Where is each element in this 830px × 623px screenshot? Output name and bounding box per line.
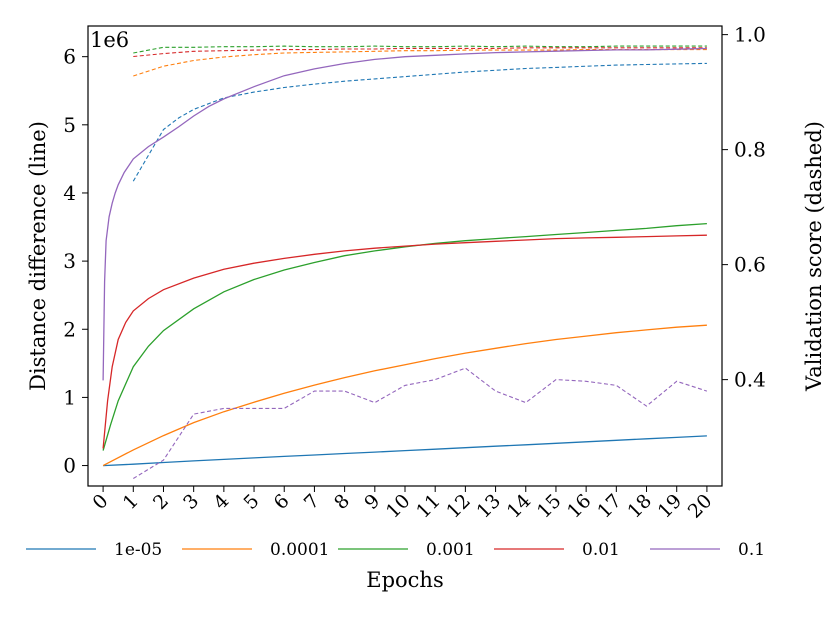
y-axis-left: 0 1 2 3 4 5 6 [63,45,88,478]
series-line-distance-1 [102,324,707,467]
y-axis-left-title: Distance difference (line) [26,121,50,391]
x-tick-label: 16 [563,490,596,523]
legend-label: 1e-05 [114,540,162,560]
y-left-tick-label: 3 [63,249,76,273]
legend-label: 0.01 [582,540,620,560]
x-tick-label: 14 [503,490,536,523]
x-tick-label: 13 [472,490,505,523]
x-tick-label: 7 [300,490,324,514]
y-right-tick-label: 0.4 [734,368,766,392]
y-left-tick-label: 0 [63,454,76,478]
x-tick-label: 6 [270,490,294,514]
x-tick-label: 18 [623,490,656,523]
plot-frame [87,25,723,487]
x-tick-label: 12 [442,490,475,523]
x-tick-label: 20 [684,490,717,523]
y-right-tick-label: 0.6 [734,253,766,277]
legend: 1e-05 0.0001 0.001 0.01 0.1 [26,540,765,560]
y-axis-right-title: Validation score (dashed) [802,121,826,392]
x-tick-label: 19 [654,490,687,523]
series-line-distance-3 [102,234,707,449]
x-axis-title: Epochs [366,568,443,592]
legend-label: 0.0001 [270,540,329,560]
series-line-distance-0 [103,435,707,467]
x-tick-label: 3 [179,490,203,514]
y-right-tick-label: 0.8 [734,138,766,162]
plot-area [102,45,708,479]
y-right-tick-label: 1.0 [734,23,766,47]
y-offset-text: 1e6 [90,28,129,52]
x-tick-label: 9 [360,490,384,514]
x-tick-label: 5 [239,490,263,514]
x-tick-label: 10 [382,490,415,523]
y-left-tick-label: 2 [63,317,76,341]
series-line-validation-2 [133,45,707,54]
y-left-tick-label: 6 [63,45,76,69]
series-line-validation-1 [133,49,707,77]
series-line-validation-3 [133,47,707,58]
x-tick-label: 2 [149,490,173,514]
x-tick-label: 8 [330,490,354,514]
x-tick-label: 15 [533,490,566,523]
legend-label: 0.1 [738,540,765,560]
series-line-distance-2 [102,222,707,451]
x-tick-label: 0 [89,490,113,514]
x-tick-label: 4 [209,490,233,514]
y-left-tick-label: 1 [63,385,76,409]
x-tick-label: 11 [412,490,445,523]
y-axis-right: 0.4 0.6 0.8 1.0 [722,23,766,392]
y-left-tick-label: 4 [63,181,76,205]
x-tick-label: 1 [119,490,143,514]
x-tick-label: 17 [593,490,626,523]
series-line-validation-0 [132,62,707,182]
series-line-distance-4 [102,47,707,381]
y-left-tick-label: 5 [63,113,76,137]
series-line-validation-4 [133,367,708,479]
legend-label: 0.001 [426,540,475,560]
